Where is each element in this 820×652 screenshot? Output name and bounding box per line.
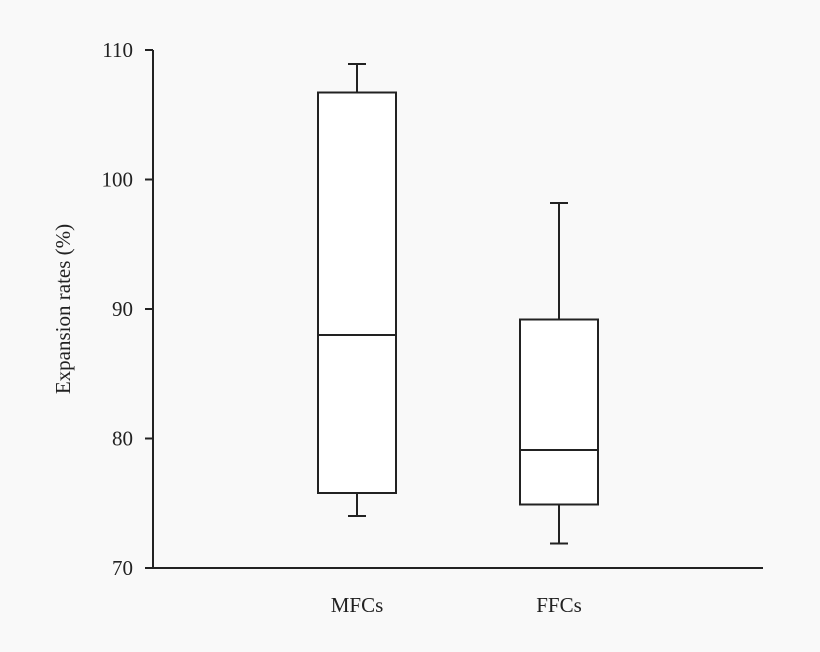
y-tick-label: 90 — [112, 297, 133, 321]
iqr-box — [317, 91, 397, 494]
y-tick-label: 80 — [112, 427, 133, 451]
y-tick-label: 110 — [102, 38, 133, 62]
boxes — [317, 63, 599, 545]
axes — [145, 50, 763, 569]
iqr-box — [519, 318, 599, 506]
box-mfcs — [317, 63, 397, 518]
y-ticks: 70 80 90 100 110 — [102, 38, 153, 580]
x-tick-labels: MFCs FFCs — [331, 593, 582, 617]
y-axis-title: Expansion rates (%) — [51, 224, 75, 394]
y-tick-label: 70 — [112, 556, 133, 580]
x-tick-label: FFCs — [536, 593, 582, 617]
box-ffcs — [519, 201, 599, 545]
y-tick-label: 100 — [102, 168, 134, 192]
x-tick-label: MFCs — [331, 593, 384, 617]
